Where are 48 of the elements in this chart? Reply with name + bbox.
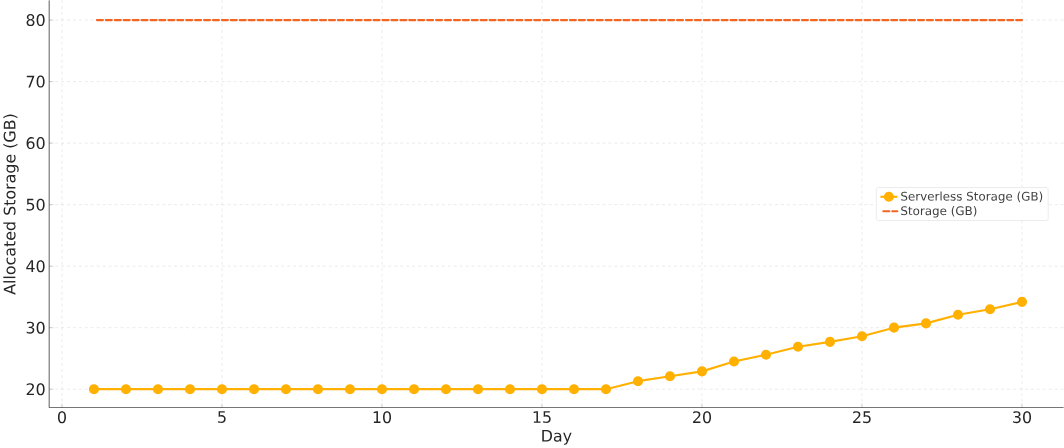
x-tick-label: 5 <box>218 411 226 423</box>
legend-label: Serverless Storage (GB) <box>901 191 1043 203</box>
y-tick-label: 30 <box>26 321 45 334</box>
point <box>632 376 644 387</box>
point <box>312 384 324 395</box>
point <box>856 331 868 342</box>
point <box>152 384 164 395</box>
point <box>504 384 516 395</box>
point <box>1016 296 1028 307</box>
x-tick-label: 15 <box>533 411 551 423</box>
y-tick-label: 60 <box>26 137 45 150</box>
y-axis-title: Allocated Storage (GB) <box>3 114 19 295</box>
point <box>792 341 804 352</box>
point <box>408 384 420 395</box>
point <box>216 384 228 395</box>
point <box>984 304 996 315</box>
point <box>120 384 132 395</box>
point <box>888 322 900 333</box>
point <box>664 371 676 382</box>
x-tick-label: 20 <box>693 411 712 424</box>
point <box>824 336 836 347</box>
point <box>88 384 100 395</box>
point <box>376 384 388 395</box>
y-tick-label: 50 <box>26 198 45 211</box>
point <box>728 356 740 367</box>
y-tick-label: 40 <box>26 260 45 273</box>
x-tick-label: 10 <box>373 411 392 424</box>
y-tick-label: 70 <box>26 75 45 88</box>
point <box>568 384 580 395</box>
point <box>344 384 356 395</box>
x-tick-label: 30 <box>1013 411 1032 424</box>
point <box>184 384 196 395</box>
x-tick-label: 25 <box>853 411 871 424</box>
point <box>920 318 932 329</box>
y-tick-label: 80 <box>26 14 45 27</box>
point <box>760 349 772 360</box>
point <box>600 384 612 395</box>
x-tick-label: 0 <box>57 411 66 424</box>
legend-label: Storage (GB) <box>901 205 977 218</box>
point <box>440 384 452 395</box>
point <box>696 366 708 377</box>
point <box>472 384 484 395</box>
point <box>536 384 548 395</box>
point <box>280 384 292 395</box>
point <box>248 384 260 395</box>
y-tick-label: 20 <box>26 383 45 396</box>
x-axis-title: Day <box>542 429 572 445</box>
point <box>952 309 964 320</box>
